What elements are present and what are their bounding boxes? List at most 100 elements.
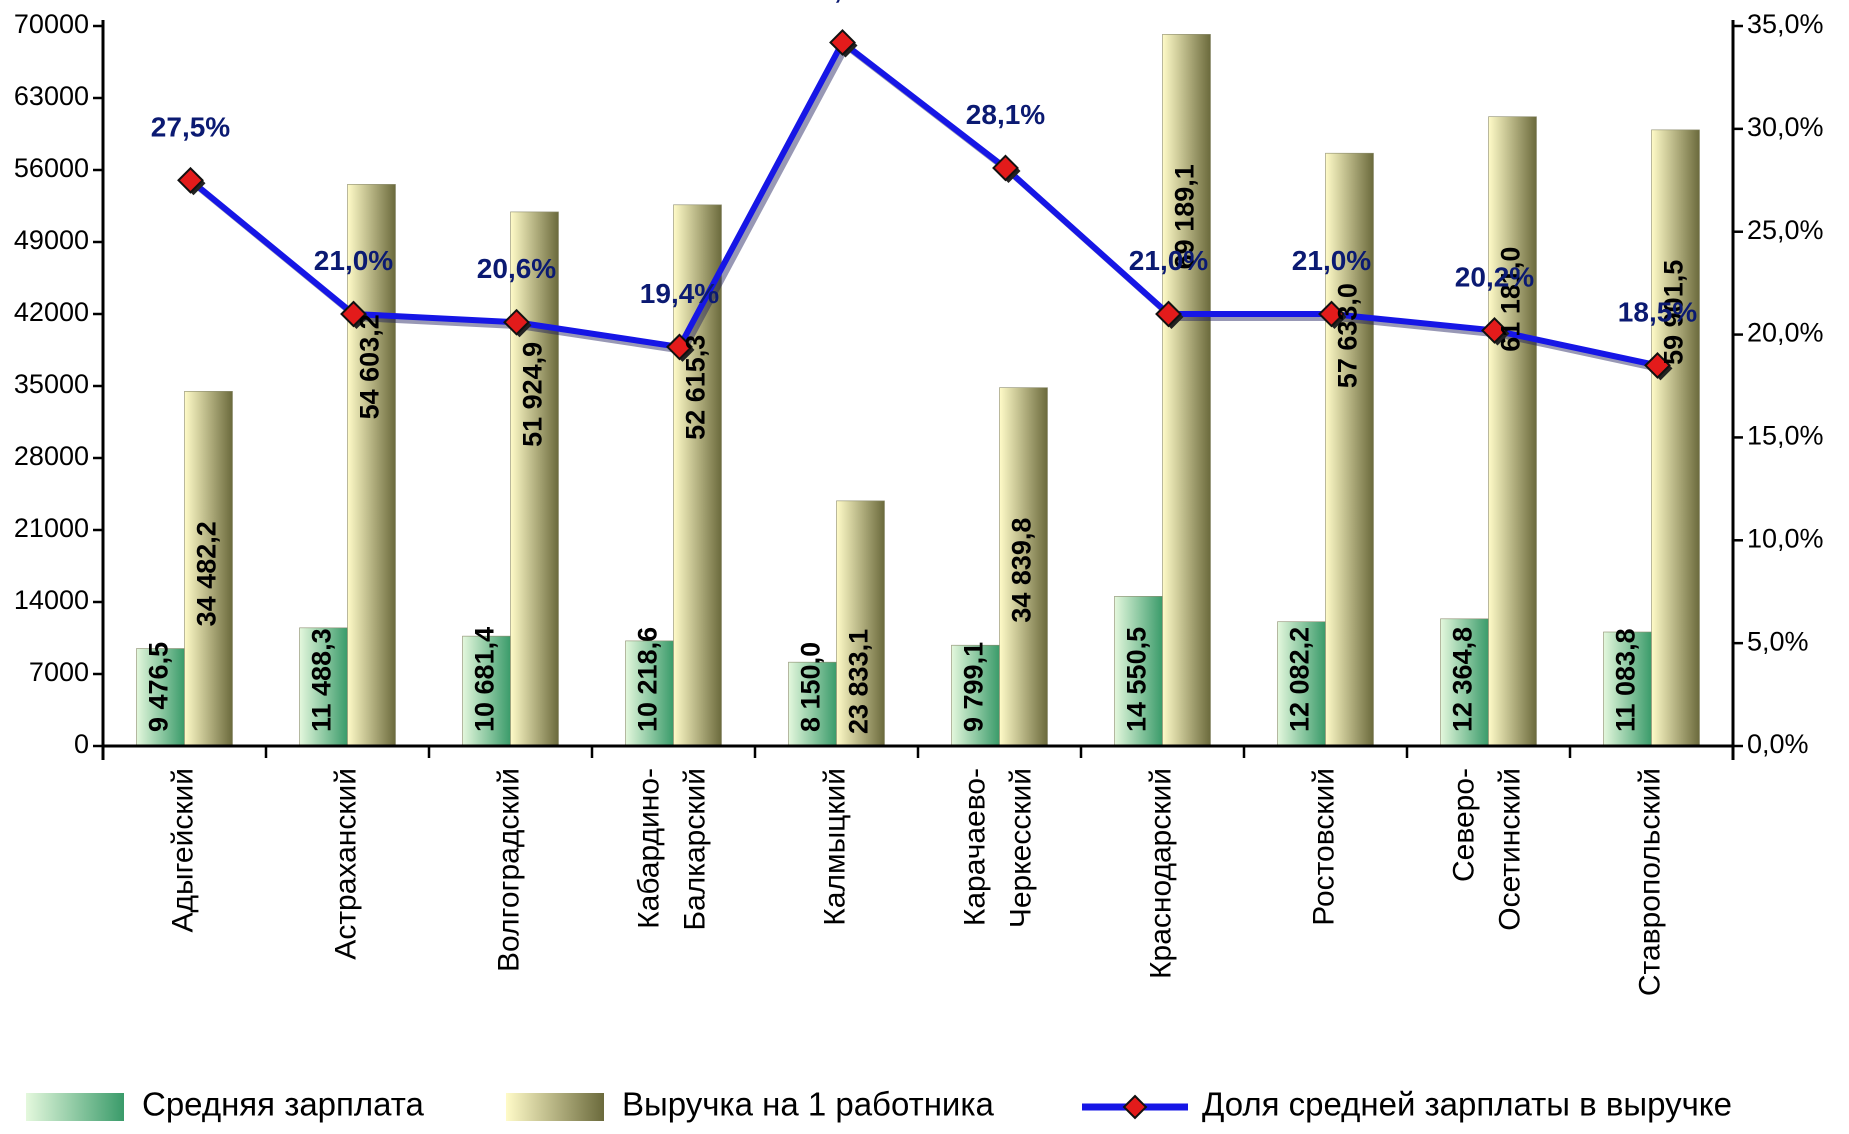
- salary-value-label: 9 476,5: [144, 642, 174, 732]
- left-tick-label: 49000: [14, 225, 89, 255]
- revenue-bar: [1651, 129, 1700, 747]
- left-tick-label: 70000: [14, 9, 89, 39]
- revenue-value-label: 52 615,3: [681, 335, 711, 440]
- right-tick-label: 20,0%: [1747, 318, 1824, 348]
- legend-swatch-revenue: [506, 1093, 604, 1121]
- right-tick-label: 30,0%: [1747, 112, 1824, 142]
- category-label: Волгоградский: [492, 768, 525, 972]
- salary-value-label: 12 364,8: [1448, 627, 1478, 732]
- revenue-bar: [184, 391, 233, 747]
- share-value-label: 28,1%: [966, 99, 1045, 130]
- share-marker: [1644, 352, 1671, 379]
- salary-bar: [299, 627, 348, 747]
- salary-value-label: 12 082,2: [1285, 627, 1315, 732]
- revenue-bar: [510, 211, 559, 747]
- share-marker: [992, 154, 1019, 182]
- right-tick-label: 25,0%: [1747, 215, 1824, 245]
- bars-layer: [136, 34, 1700, 747]
- revenue-bar: [673, 204, 722, 747]
- right-tick-label: 0,0%: [1747, 729, 1809, 759]
- salary-value-label: 8 150,0: [796, 642, 826, 732]
- category-label: Балкарский: [678, 768, 711, 931]
- revenue-value-label: 57 633,0: [1333, 283, 1363, 388]
- legend-label: Доля средней зарплаты в выручке: [1202, 1086, 1732, 1123]
- legend-item: Выручка на 1 работника: [506, 1086, 995, 1123]
- right-tick-label: 35,0%: [1747, 9, 1824, 39]
- category-label: Северо-: [1447, 768, 1480, 882]
- revenue-value-label: 23 833,1: [844, 629, 874, 734]
- share-value-label: 20,2%: [1455, 261, 1534, 292]
- share-marker: [666, 333, 693, 361]
- share-marker: [177, 166, 204, 194]
- category-label: Астраханский: [329, 768, 362, 960]
- share-value-label: 19,4%: [640, 278, 719, 309]
- left-tick-label: 7000: [29, 657, 89, 687]
- revenue-value-label: 34 482,2: [192, 521, 222, 626]
- share-line: [188, 37, 1659, 369]
- line-layer: [177, 29, 1673, 381]
- revenue-value-label: 61 181,0: [1496, 247, 1526, 352]
- revenue-bar: [999, 387, 1048, 747]
- revenue-bar: [836, 500, 885, 747]
- salary-bar: [462, 635, 511, 747]
- left-tick-label: 56000: [14, 153, 89, 183]
- left-tick-label: 35000: [14, 369, 89, 399]
- right-tick-label: 15,0%: [1747, 421, 1824, 451]
- share-value-label: 21,0%: [314, 245, 393, 276]
- share-value-label: 21,0%: [1129, 245, 1208, 276]
- revenue-bar: [1325, 152, 1374, 747]
- share-marker: [1481, 317, 1508, 344]
- salary-bar: [951, 644, 1000, 747]
- share-value-label: 20,6%: [477, 253, 556, 284]
- left-tick-label: 28000: [14, 441, 89, 471]
- legend: Средняя зарплата Выручка на 1 работника До…: [26, 1086, 1732, 1123]
- revenue-value-label: 54 603,2: [355, 314, 385, 419]
- category-label: Калмыцкий: [818, 768, 851, 926]
- salary-value-label: 11 488,3: [307, 628, 337, 732]
- salary-value-label: 10 681,4: [470, 627, 500, 732]
- salary-bar: [625, 640, 674, 747]
- revenue-value-label: 59 901,5: [1659, 260, 1689, 365]
- legend-item: Доля средней зарплаты в выручке: [1082, 1086, 1732, 1123]
- left-tick-label: 63000: [14, 81, 89, 111]
- share-marker: [1318, 300, 1345, 328]
- revenue-bar: [1488, 116, 1537, 747]
- salary-value-label: 11 083,8: [1611, 628, 1641, 732]
- legend-item: Средняя зарплата: [26, 1086, 425, 1123]
- salary-bar: [136, 648, 185, 747]
- share-marker: [1155, 300, 1182, 328]
- left-tick-label: 0: [74, 729, 89, 759]
- share-value-label: 34,2%: [803, 0, 882, 4]
- category-label: Карачаево-: [958, 768, 991, 926]
- share-marker: [340, 300, 367, 328]
- right-tick-label: 5,0%: [1747, 626, 1809, 656]
- revenue-value-label: 51 924,9: [518, 342, 548, 447]
- salary-value-label: 14 550,5: [1122, 627, 1152, 732]
- category-label: Адыгейский: [166, 768, 199, 932]
- salary-value-label: 9 799,1: [959, 642, 989, 732]
- right-tick-label: 10,0%: [1747, 523, 1824, 553]
- share-marker: [503, 308, 530, 336]
- salary-bar: [1603, 631, 1652, 747]
- labels-layer: 9 476,5 11 488,3 10 681,4 10 218,6 8 150,0 9 …: [144, 0, 1698, 734]
- category-label: Ставропольский: [1633, 768, 1666, 996]
- category-label: Кабардино-: [632, 768, 665, 929]
- share-marker: [829, 29, 856, 56]
- left-tick-label: 14000: [14, 585, 89, 615]
- revenue-value-label: 69 189,1: [1170, 164, 1200, 269]
- left-tick-label: 42000: [14, 297, 89, 327]
- share-value-label: 21,0%: [1292, 245, 1371, 276]
- category-label: Ростовский: [1307, 768, 1340, 926]
- legend-label: Выручка на 1 работника: [622, 1086, 995, 1123]
- share-value-label: 27,5%: [151, 111, 230, 142]
- legend-label: Средняя зарплата: [142, 1086, 425, 1123]
- revenue-bar: [1162, 34, 1211, 747]
- legend-swatch-share-marker: [1122, 1094, 1148, 1120]
- axes-layer: 0 7000 14000 21000 28000 35000 42000 49000 56000…: [14, 9, 1824, 996]
- revenue-bar: [347, 184, 396, 747]
- legend-swatch-salary: [26, 1093, 124, 1121]
- salary-value-label: 10 218,6: [633, 627, 663, 732]
- left-tick-label: 21000: [14, 513, 89, 543]
